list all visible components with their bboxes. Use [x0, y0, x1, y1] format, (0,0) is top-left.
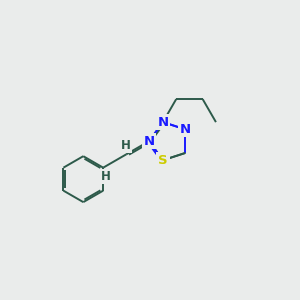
- Text: N: N: [158, 154, 169, 167]
- Text: H: H: [121, 139, 131, 152]
- Text: S: S: [158, 154, 168, 167]
- Text: N: N: [180, 123, 191, 136]
- Text: N: N: [143, 135, 155, 148]
- Text: H: H: [101, 170, 111, 183]
- Text: N: N: [158, 116, 169, 129]
